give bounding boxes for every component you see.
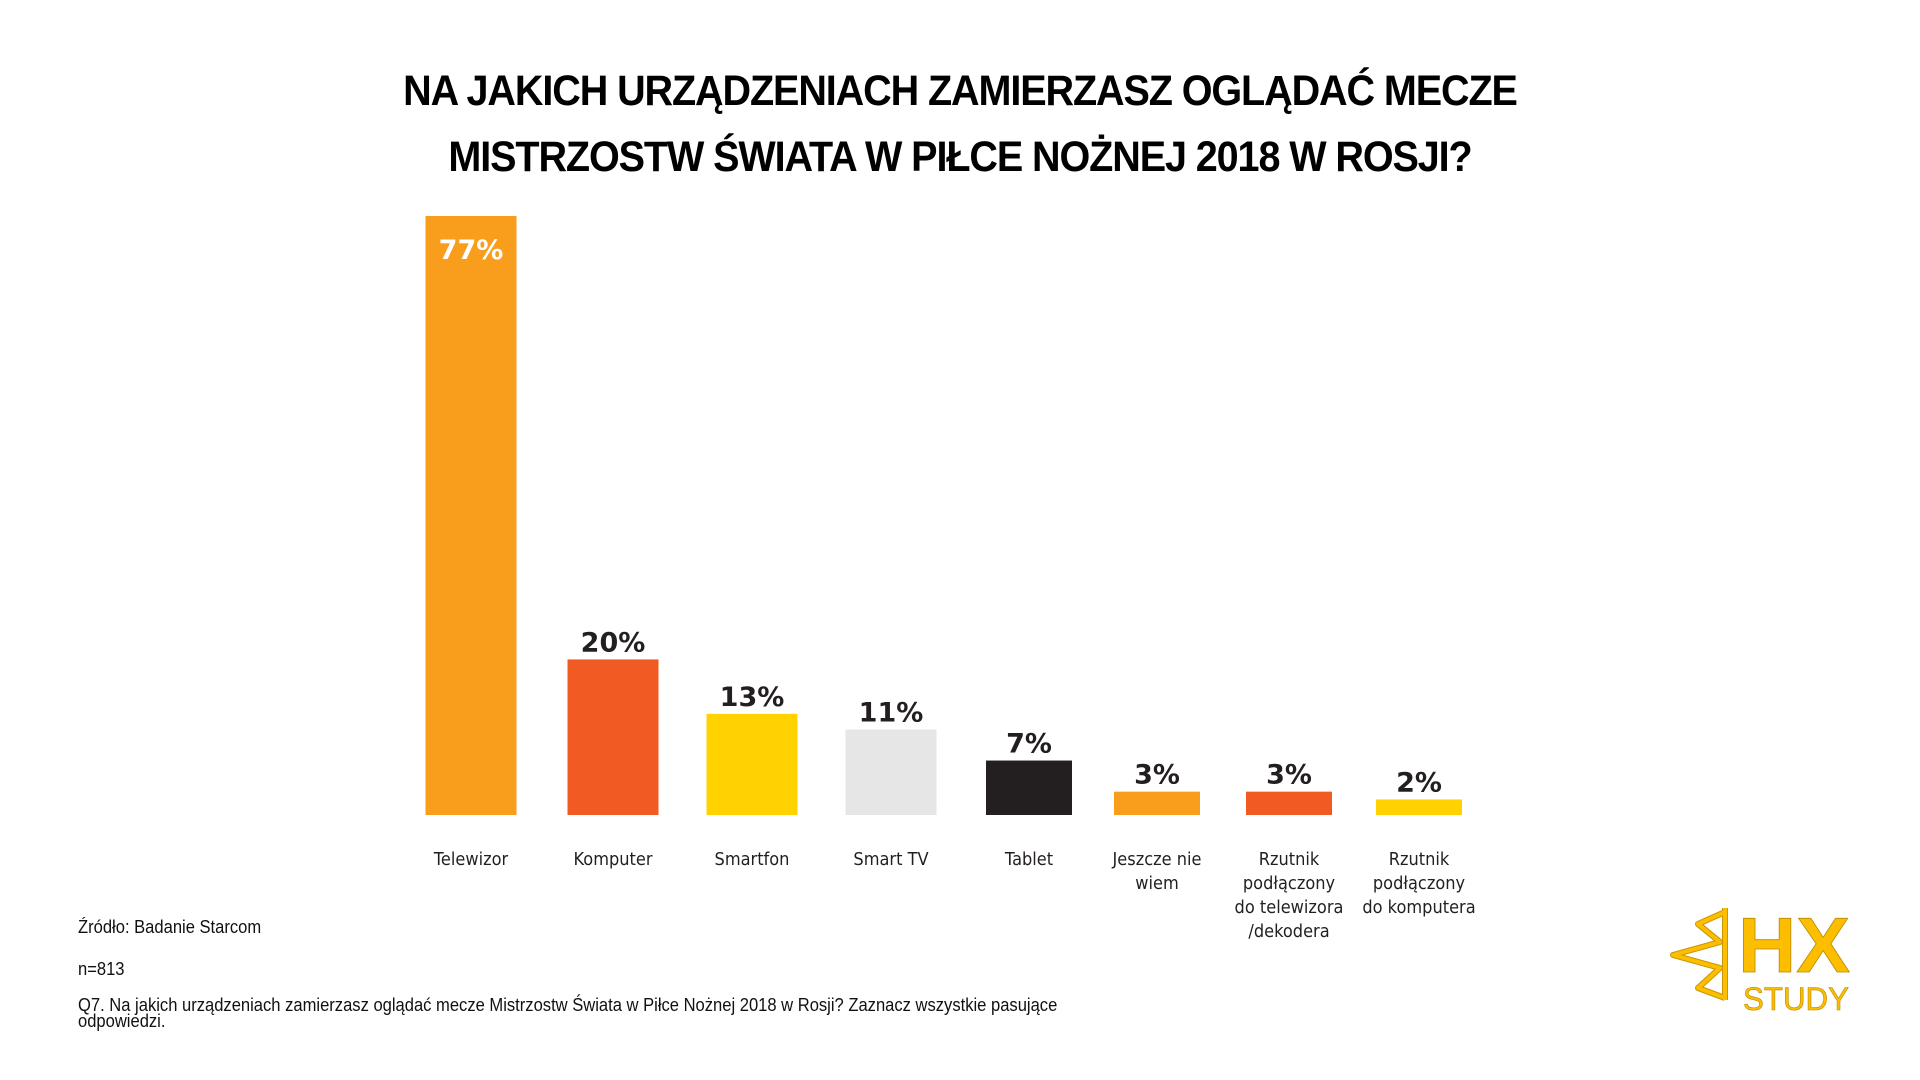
category-label-5: Tablet: [957, 848, 1101, 872]
category-label-line: Tablet: [1004, 849, 1054, 870]
bar-6: [1114, 791, 1200, 815]
category-label-7: Rzutnik podłączony do telewizora/dekodera: [1217, 848, 1361, 944]
category-label-2: Komputer: [541, 848, 685, 872]
logo-brand-top: HX: [1738, 902, 1850, 989]
chart-title-line-1: NA JAKICH URZĄDZENIACH ZAMIERZASZ OGLĄDA…: [403, 67, 1518, 115]
category-label-line: Jeszcze nie: [1112, 849, 1202, 870]
bar-3: [706, 713, 798, 815]
sample-size: n=813: [78, 959, 125, 979]
value-label-3: 13%: [720, 682, 785, 713]
category-label-3: Smartfon: [680, 848, 824, 872]
value-label-6: 3%: [1134, 760, 1180, 791]
category-label-line: wiem: [1135, 873, 1179, 894]
chart-title: NA JAKICH URZĄDZENIACH ZAMIERZASZ OGLĄDA…: [77, 58, 1843, 190]
value-label-7: 3%: [1266, 760, 1312, 791]
category-label-line: podłączony: [1242, 873, 1336, 894]
category-label-line: Rzutnik: [1258, 849, 1320, 870]
value-label-8: 2%: [1396, 767, 1442, 798]
category-label-line: Smart TV: [853, 849, 929, 870]
category-label-1: Telewizor: [399, 848, 543, 872]
bar-1: [425, 216, 517, 815]
bar-4: [845, 729, 937, 815]
question-note-line-1: Q7. Na jakich urządzeniach zamierzasz og…: [78, 995, 1058, 1015]
category-label-line: /dekodera: [1248, 921, 1330, 942]
logo-brand-bottom: STUDY: [1743, 981, 1849, 1017]
category-label-line: Rzutnik: [1388, 849, 1450, 870]
hx-study-logo: HX STUDY: [1670, 902, 1850, 1017]
bar-8: [1376, 799, 1462, 815]
source-note: Źródło: Badanie Starcom: [78, 917, 262, 937]
bar-2: [567, 659, 659, 815]
category-label-8: Rzutnik podłączony do komputera: [1347, 848, 1491, 920]
chart-title-line-2: MISTRZOSTW ŚWIATA W PIŁCE NOŻNEJ 2018 W …: [448, 133, 1472, 181]
value-label-5: 7%: [1006, 729, 1052, 760]
value-label-1: 77%: [439, 235, 504, 266]
category-label-line: Komputer: [573, 849, 653, 870]
category-label-line: Telewizor: [433, 849, 509, 870]
bar-5: [986, 760, 1072, 815]
half-star-icon-fill: [1671, 908, 1727, 1000]
category-label-line: podłączony: [1372, 873, 1466, 894]
value-label-4: 11%: [859, 697, 924, 728]
question-note: Q7. Na jakich urządzeniach zamierzasz og…: [78, 995, 1058, 1031]
bar-7: [1246, 791, 1332, 815]
value-label-2: 20%: [581, 627, 646, 658]
category-label-line: do komputera: [1362, 897, 1476, 918]
category-label-4: Smart TV: [819, 848, 963, 872]
category-label-line: Smartfon: [714, 849, 790, 870]
category-label-line: do telewizora: [1234, 897, 1344, 918]
question-note-line-2: odpowiedzi.: [78, 1011, 166, 1031]
category-label-6: Jeszcze nie wiem: [1085, 848, 1229, 896]
